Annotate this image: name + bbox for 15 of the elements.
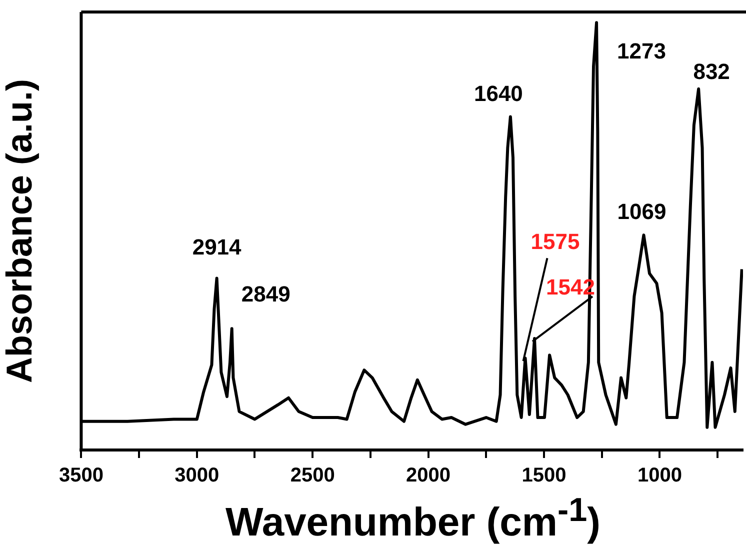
- x-tick-label: 3500: [58, 464, 104, 487]
- annotation: 2849: [241, 282, 290, 307]
- annotation: 1575: [530, 229, 580, 254]
- x-tick-label: 2500: [290, 464, 335, 487]
- x-tick-label: 1500: [522, 464, 566, 487]
- annotation: 1640: [474, 80, 523, 106]
- annotation: 832: [693, 58, 730, 84]
- x-tick-label: 1000: [637, 464, 682, 487]
- annotation: 2914: [192, 234, 242, 260]
- x-axis-title: Wavenumber (cm$^{-1}$): [224, 492, 602, 546]
- y-axis-title: Absorbance (a.u.): [0, 78, 40, 384]
- annotation: 1069: [617, 199, 666, 224]
- annotation: 1273: [617, 38, 666, 64]
- x-tick-label: 2000: [406, 464, 451, 487]
- x-tick-label: 3000: [174, 464, 220, 487]
